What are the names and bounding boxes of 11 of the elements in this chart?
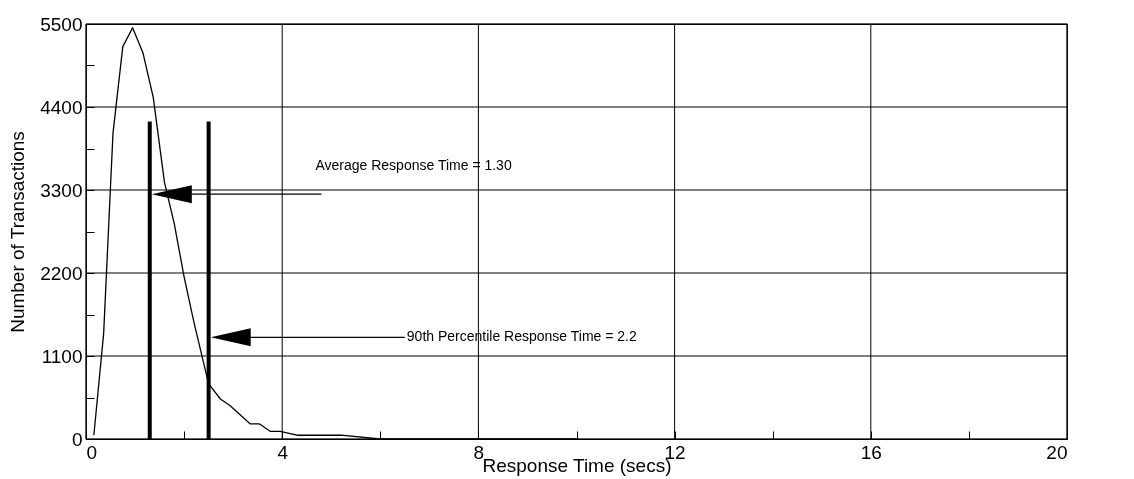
y-axis-title: Number of Transactions <box>7 131 29 333</box>
x-tick-label: 4 <box>277 441 289 463</box>
x-tick-label: 0 <box>86 441 98 463</box>
x-tick-label: 20 <box>1046 441 1068 463</box>
y-tick-label: 1100 <box>41 345 83 367</box>
x-tick-label: 16 <box>860 441 882 463</box>
y-tick-label: 5500 <box>40 13 83 35</box>
y-tick-label: 3300 <box>40 179 83 201</box>
y-tick-label: 4400 <box>40 96 83 118</box>
x-tick-label: 8 <box>473 441 485 463</box>
y-tick-label: 2200 <box>40 262 83 284</box>
